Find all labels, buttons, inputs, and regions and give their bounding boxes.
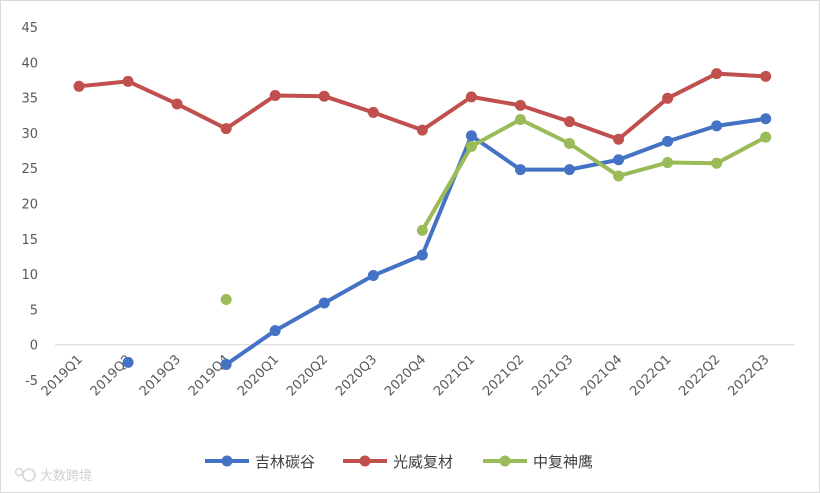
data-point (662, 92, 674, 104)
legend-swatch-marker (359, 455, 371, 467)
data-point (760, 113, 772, 125)
y-tick-label: 0 (30, 339, 38, 354)
y-tick-label: 40 (21, 56, 38, 71)
y-axis: -5 0 5 10 15 20 25 30 35 40 45 (21, 21, 38, 389)
legend-label: 中复神鹰 (533, 453, 593, 471)
data-point (171, 98, 183, 110)
y-tick-label: 5 (30, 303, 38, 318)
data-point (711, 120, 723, 132)
data-point (514, 99, 526, 111)
data-point (367, 106, 379, 118)
data-point (416, 224, 428, 236)
legend-swatch-marker (221, 455, 233, 467)
data-point (220, 358, 232, 370)
y-tick-label: -5 (25, 374, 38, 389)
data-point (269, 89, 281, 101)
series-3 (220, 113, 772, 306)
legend-item: 吉林碳谷 (205, 453, 315, 471)
data-point (613, 133, 625, 145)
data-point (514, 164, 526, 176)
data-point (220, 294, 232, 306)
data-point (564, 137, 575, 149)
brand-logo-icon (14, 467, 36, 482)
data-point (465, 130, 477, 142)
data-point (73, 80, 85, 92)
series-layer (73, 68, 772, 370)
y-tick-label: 20 (21, 198, 38, 213)
data-point (613, 170, 625, 182)
y-tick-label: 35 (21, 92, 38, 107)
data-point (613, 154, 625, 166)
watermark-text: 大数跨境 (40, 469, 92, 484)
data-point (220, 123, 232, 135)
legend-label: 光威复材 (393, 453, 453, 471)
data-point (760, 131, 772, 143)
data-point (564, 116, 575, 128)
data-point (269, 325, 281, 337)
data-point (662, 157, 674, 169)
data-point (416, 249, 428, 261)
data-point (514, 113, 526, 125)
data-point (711, 68, 723, 80)
legend-swatch-marker (499, 455, 511, 467)
y-tick-label: 30 (21, 127, 38, 142)
data-point (564, 164, 575, 176)
data-point (122, 356, 134, 368)
y-tick-label: 25 (21, 162, 38, 177)
data-point (711, 157, 723, 169)
series-1 (122, 113, 772, 370)
data-point (367, 270, 379, 282)
y-tick-label: 10 (21, 268, 38, 283)
y-tick-label: 15 (21, 233, 38, 248)
data-point (465, 91, 477, 103)
legend-item: 中复神鹰 (483, 453, 593, 471)
data-point (760, 70, 772, 82)
data-point (318, 90, 330, 102)
data-point (662, 135, 674, 147)
watermark: 大数跨境 (14, 467, 92, 484)
legend-label: 吉林碳谷 (255, 453, 315, 471)
series-line (420, 117, 768, 233)
data-point (318, 297, 330, 309)
data-point (122, 75, 134, 87)
series-2 (73, 68, 772, 145)
series-line (224, 116, 768, 367)
y-tick-label: 45 (21, 21, 38, 36)
legend-item: 光威复材 (343, 453, 453, 471)
legend: 吉林碳谷 光威复材 中复神鹰 (205, 453, 593, 471)
data-point (416, 124, 428, 136)
data-point (465, 140, 477, 152)
